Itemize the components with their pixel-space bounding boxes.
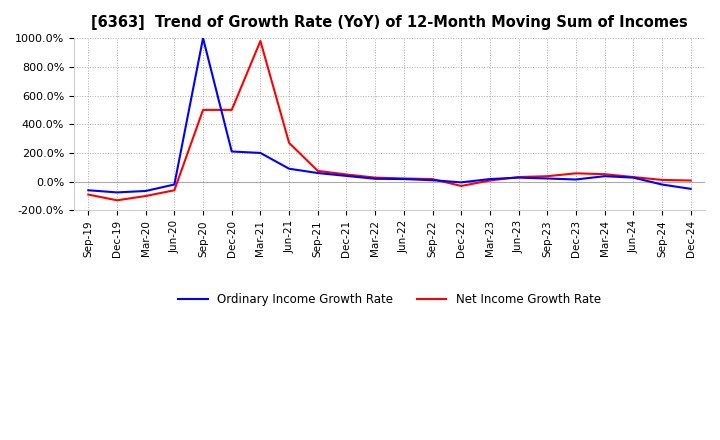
Ordinary Income Growth Rate — [228, 149, 236, 154]
Net Income Growth Rate — [256, 38, 265, 44]
Net Income Growth Rate — [485, 178, 494, 183]
Legend: Ordinary Income Growth Rate, Net Income Growth Rate: Ordinary Income Growth Rate, Net Income … — [174, 289, 606, 311]
Ordinary Income Growth Rate — [84, 187, 93, 193]
Ordinary Income Growth Rate — [428, 178, 437, 183]
Net Income Growth Rate — [400, 176, 408, 181]
Net Income Growth Rate — [199, 107, 207, 113]
Net Income Growth Rate — [657, 177, 666, 183]
Ordinary Income Growth Rate — [170, 182, 179, 187]
Net Income Growth Rate — [112, 198, 121, 203]
Net Income Growth Rate — [428, 176, 437, 182]
Ordinary Income Growth Rate — [141, 188, 150, 194]
Net Income Growth Rate — [686, 178, 695, 183]
Net Income Growth Rate — [514, 174, 523, 180]
Net Income Growth Rate — [371, 175, 379, 180]
Net Income Growth Rate — [600, 172, 609, 177]
Net Income Growth Rate — [629, 174, 638, 180]
Ordinary Income Growth Rate — [112, 190, 121, 195]
Ordinary Income Growth Rate — [199, 36, 207, 41]
Ordinary Income Growth Rate — [572, 177, 580, 182]
Ordinary Income Growth Rate — [285, 166, 294, 171]
Net Income Growth Rate — [141, 193, 150, 198]
Ordinary Income Growth Rate — [657, 182, 666, 187]
Ordinary Income Growth Rate — [256, 150, 265, 156]
Ordinary Income Growth Rate — [342, 173, 351, 179]
Net Income Growth Rate — [457, 183, 466, 189]
Net Income Growth Rate — [572, 171, 580, 176]
Ordinary Income Growth Rate — [313, 170, 322, 176]
Line: Net Income Growth Rate: Net Income Growth Rate — [89, 41, 690, 200]
Line: Ordinary Income Growth Rate: Ordinary Income Growth Rate — [89, 38, 690, 192]
Ordinary Income Growth Rate — [600, 173, 609, 179]
Net Income Growth Rate — [342, 172, 351, 177]
Net Income Growth Rate — [313, 168, 322, 173]
Net Income Growth Rate — [228, 107, 236, 113]
Ordinary Income Growth Rate — [485, 176, 494, 182]
Net Income Growth Rate — [285, 140, 294, 146]
Ordinary Income Growth Rate — [400, 176, 408, 182]
Ordinary Income Growth Rate — [514, 175, 523, 180]
Ordinary Income Growth Rate — [457, 180, 466, 185]
Title: [6363]  Trend of Growth Rate (YoY) of 12-Month Moving Sum of Incomes: [6363] Trend of Growth Rate (YoY) of 12-… — [91, 15, 688, 30]
Net Income Growth Rate — [84, 192, 93, 197]
Net Income Growth Rate — [170, 187, 179, 193]
Ordinary Income Growth Rate — [371, 176, 379, 181]
Ordinary Income Growth Rate — [543, 176, 552, 181]
Ordinary Income Growth Rate — [629, 175, 638, 180]
Ordinary Income Growth Rate — [686, 186, 695, 191]
Net Income Growth Rate — [543, 173, 552, 179]
